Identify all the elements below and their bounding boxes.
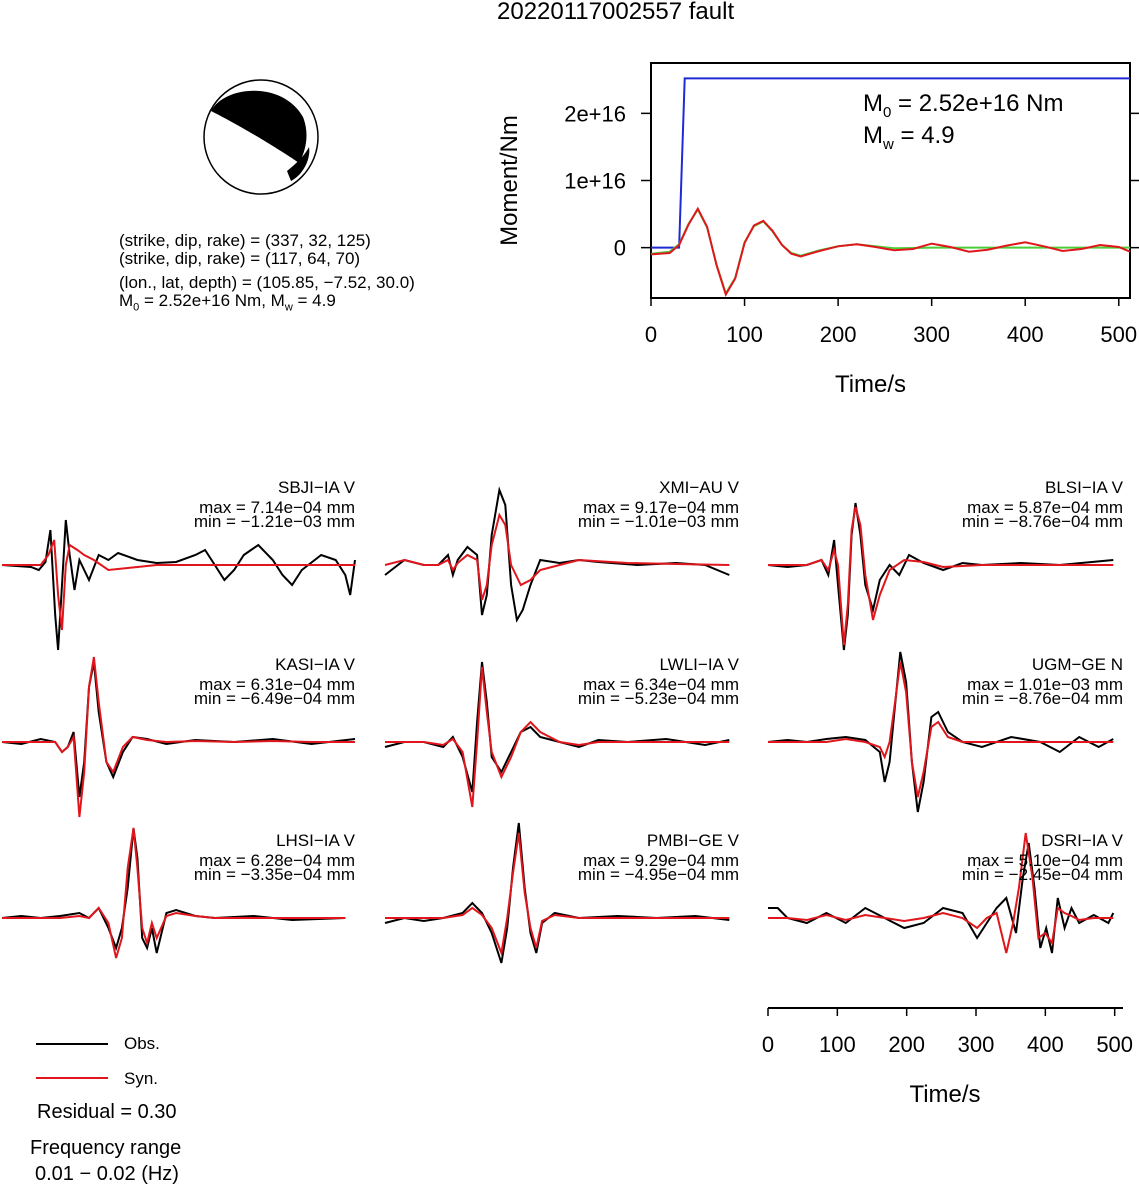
axis-tick-label: 500 bbox=[1096, 1032, 1133, 1057]
legend-obs-label: Obs. bbox=[124, 1034, 160, 1053]
mechanism-info: (strike, dip, rake) = (337, 32, 125) (st… bbox=[119, 232, 415, 316]
time-axis: 0 100 200 300 400 500 Time/s bbox=[762, 1007, 1133, 1108]
synthetic-trace bbox=[385, 666, 730, 808]
station-max: max = 7.14e−04 mm bbox=[199, 498, 355, 517]
frequency-range: 0.01 − 0.02 (Hz) bbox=[35, 1163, 179, 1185]
station-name: PMBI−GE V bbox=[647, 831, 740, 850]
station-name: XMI−AU V bbox=[659, 478, 739, 497]
x-tick-label: 200 bbox=[820, 322, 857, 347]
x-axis-label: Time/s bbox=[835, 371, 906, 398]
page-title: 20220117002557 fault bbox=[497, 0, 735, 25]
station-min: min = −6.49e−04 mm bbox=[194, 689, 355, 708]
axis-tick-label: 100 bbox=[819, 1032, 856, 1057]
station-min: min = −2.45e−04 mm bbox=[962, 865, 1123, 884]
station-max: max = 1.01e−03 mm bbox=[967, 675, 1123, 694]
station-min: min = −1.01e−03 mm bbox=[578, 512, 739, 531]
nodal-plane-1: (strike, dip, rake) = (337, 32, 125) bbox=[119, 231, 371, 250]
synthetic-trace bbox=[384, 512, 730, 601]
synthetic-trace bbox=[768, 661, 1114, 798]
x-tick-label: 300 bbox=[913, 322, 950, 347]
axis-label: Time/s bbox=[909, 1081, 980, 1108]
moment-chart: 0 100 200 300 400 500 0 1e+16 2e+16 Time/s Moment/… bbox=[496, 62, 1139, 398]
legend-obs-line bbox=[36, 1043, 108, 1045]
observed-trace bbox=[767, 502, 1114, 651]
station-min: min = −4.95e−04 mm bbox=[578, 865, 739, 884]
nodal-plane-2: (strike, dip, rake) = (117, 64, 70) bbox=[119, 249, 361, 268]
station-min: min = −8.76e−04 mm bbox=[962, 689, 1123, 708]
y-tick-label: 1e+16 bbox=[564, 169, 626, 194]
station-name: SBJI−IA V bbox=[278, 478, 356, 497]
station-max: max = 5.87e−04 mm bbox=[967, 498, 1123, 517]
station-min: min = −1.21e−03 mm bbox=[194, 512, 355, 531]
observed-trace bbox=[1, 519, 356, 651]
y-tick-label: 0 bbox=[614, 236, 626, 261]
station-name: BLSI−IA V bbox=[1045, 478, 1124, 497]
synthetic-trace bbox=[2, 539, 355, 631]
legend: Obs. Syn. bbox=[36, 1030, 236, 1090]
station-name: LWLI−IA V bbox=[659, 655, 739, 674]
synthetic-trace bbox=[768, 506, 1114, 646]
location-info: (lon., lat, depth) = (105.85, −7.52, 30.… bbox=[119, 273, 415, 292]
axis-tick-label: 400 bbox=[1027, 1032, 1064, 1057]
legend-syn-label: Syn. bbox=[124, 1069, 159, 1088]
y-tick-label: 2e+16 bbox=[564, 101, 626, 126]
m0-annotation: M0 = 2.52e+16 Nm bbox=[863, 90, 1063, 121]
synthetic-trace bbox=[385, 832, 730, 957]
mw-annotation: Mw = 4.9 bbox=[863, 122, 955, 153]
synthetic-trace bbox=[768, 832, 1114, 954]
synthetic-trace bbox=[2, 827, 346, 959]
stf-series-0 bbox=[651, 77, 1130, 249]
station-max: max = 6.28e−04 mm bbox=[199, 851, 355, 870]
x-tick-label: 500 bbox=[1100, 322, 1137, 347]
stf-series-1 bbox=[650, 207, 1130, 296]
station-min: min = −5.23e−04 mm bbox=[578, 689, 739, 708]
axis-tick-label: 200 bbox=[888, 1032, 925, 1057]
frequency-title: Frequency range bbox=[30, 1137, 182, 1159]
x-tick-label: 100 bbox=[726, 322, 763, 347]
axis-tick-label: 0 bbox=[762, 1032, 774, 1057]
station-name: UGM−GE N bbox=[1032, 655, 1123, 674]
observed-trace bbox=[768, 842, 1115, 954]
y-axis-label: Moment/Nm bbox=[496, 115, 523, 246]
synthetic-trace bbox=[2, 656, 355, 818]
station-name: KASI−IA V bbox=[275, 655, 356, 674]
x-tick-label: 0 bbox=[645, 322, 657, 347]
residual-label: Residual = 0.30 bbox=[37, 1101, 177, 1123]
axis-tick-label: 300 bbox=[958, 1032, 995, 1057]
moment-info: M0 = 2.52e+16 Nm, Mw = 4.9 bbox=[119, 291, 336, 314]
station-max: max = 5.10e−04 mm bbox=[967, 851, 1123, 870]
station-name: DSRI−IA V bbox=[1041, 831, 1123, 850]
station-max: max = 9.29e−04 mm bbox=[583, 851, 739, 870]
station-name: LHSI−IA V bbox=[276, 831, 356, 850]
station-max: max = 6.31e−04 mm bbox=[199, 675, 355, 694]
stf-series-2 bbox=[650, 206, 1131, 298]
station-min: min = −8.76e−04 mm bbox=[962, 512, 1123, 531]
legend-syn-line bbox=[36, 1077, 108, 1079]
beachball-diagram bbox=[203, 79, 319, 195]
station-max: max = 6.34e−04 mm bbox=[583, 675, 739, 694]
x-tick-label: 400 bbox=[1007, 322, 1044, 347]
station-max: max = 9.17e−04 mm bbox=[583, 498, 739, 517]
station-min: min = −3.35e−04 mm bbox=[194, 865, 355, 884]
